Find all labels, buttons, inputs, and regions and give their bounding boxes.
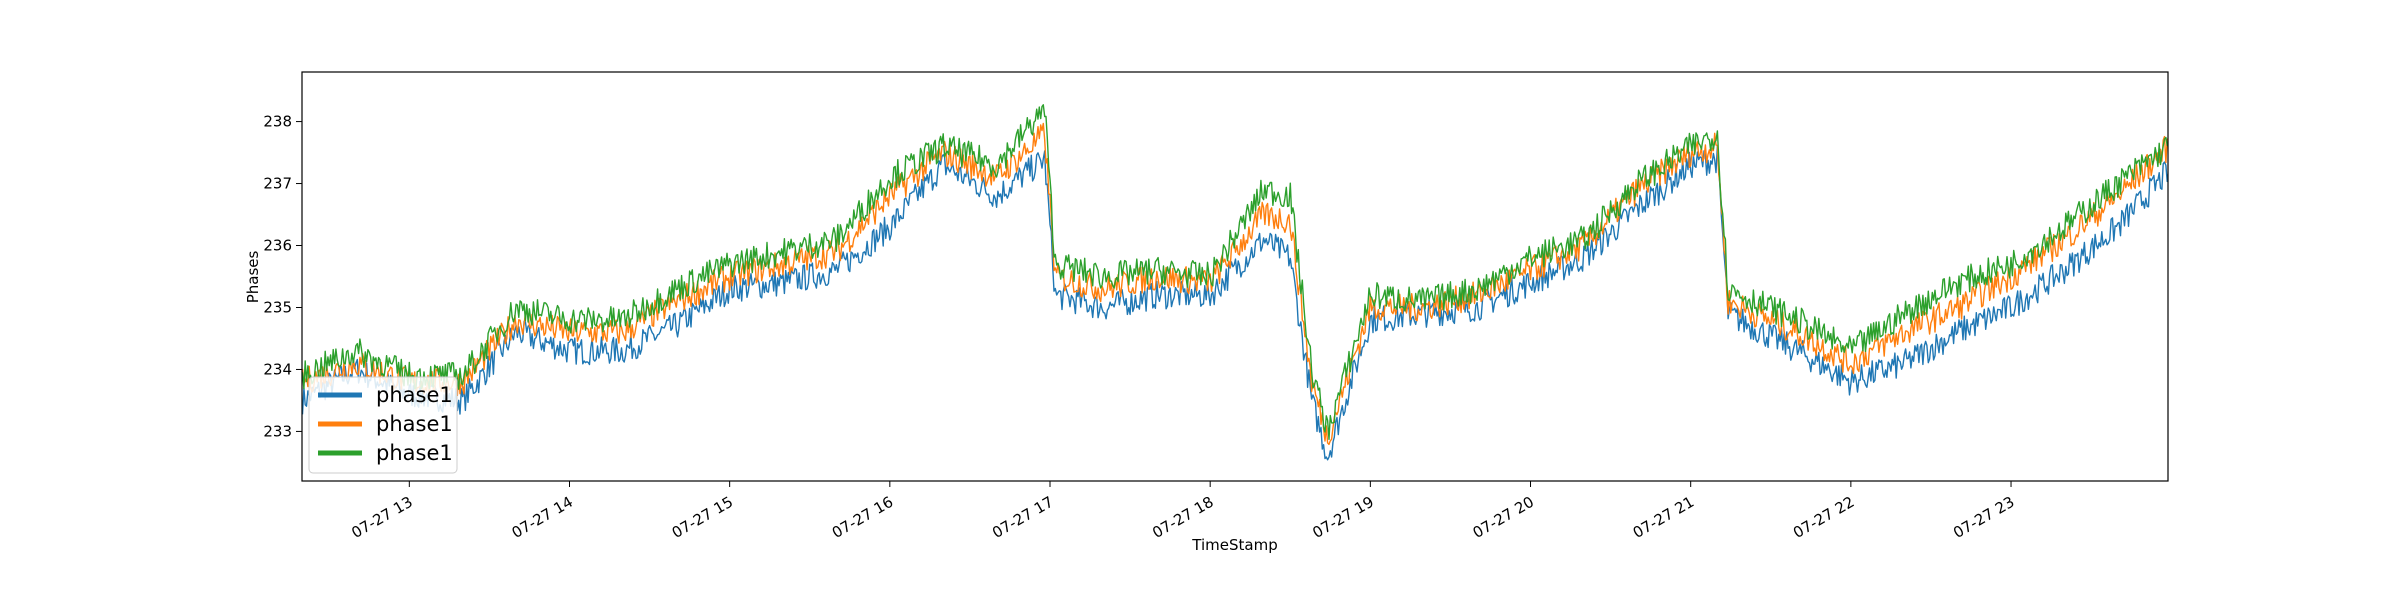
legend-label-1: phase1 — [376, 383, 453, 407]
series-line-3 — [302, 104, 2168, 440]
y-tick-label: 238 — [263, 113, 292, 131]
series-line-2 — [302, 122, 2168, 446]
y-axis-ticks: 233 234 235 236 237 238 — [263, 113, 302, 440]
legend-label-3: phase1 — [376, 441, 453, 465]
y-tick-label: 235 — [263, 298, 292, 316]
legend: phase1 phase1 phase1 — [308, 376, 458, 474]
y-tick-label: 234 — [263, 360, 292, 378]
legend-label-2: phase1 — [376, 412, 453, 436]
legend-box — [308, 376, 458, 474]
series-layer — [302, 104, 2168, 461]
y-tick-label: 237 — [263, 175, 292, 193]
y-tick-label: 233 — [263, 422, 292, 440]
plot-frame — [301, 71, 2169, 482]
y-tick-label: 236 — [263, 237, 292, 255]
y-axis-label: Phases — [244, 251, 262, 304]
series-line-1 — [302, 145, 2168, 461]
x-axis-label: TimeStamp — [1191, 536, 1277, 554]
